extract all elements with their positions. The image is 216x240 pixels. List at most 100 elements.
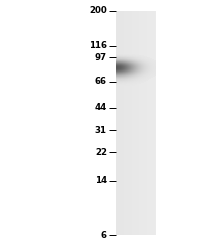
- Bar: [154, 64, 155, 65]
- Bar: [147, 60, 148, 61]
- Bar: [128, 55, 129, 56]
- Bar: [138, 81, 139, 82]
- Bar: [151, 59, 152, 60]
- Bar: [127, 85, 128, 86]
- Bar: [129, 85, 130, 86]
- Bar: [129, 57, 130, 58]
- Bar: [148, 73, 149, 74]
- Bar: [117, 69, 118, 70]
- Bar: [129, 11, 130, 235]
- Bar: [130, 58, 131, 59]
- Bar: [116, 75, 117, 76]
- Bar: [140, 77, 141, 78]
- Bar: [122, 70, 123, 71]
- Bar: [136, 76, 137, 77]
- Bar: [146, 75, 147, 76]
- Bar: [136, 73, 137, 74]
- Bar: [122, 54, 123, 55]
- Bar: [122, 78, 123, 79]
- Bar: [136, 64, 137, 65]
- Bar: [122, 79, 123, 80]
- Bar: [124, 76, 125, 77]
- Bar: [120, 76, 121, 77]
- Bar: [139, 63, 140, 64]
- Bar: [137, 81, 138, 82]
- Bar: [122, 60, 123, 61]
- Bar: [136, 58, 137, 59]
- Bar: [141, 71, 142, 72]
- Bar: [121, 82, 122, 83]
- Bar: [129, 83, 130, 84]
- Bar: [125, 65, 126, 66]
- Bar: [119, 70, 120, 71]
- Bar: [128, 79, 129, 80]
- Bar: [118, 68, 119, 69]
- Bar: [121, 74, 122, 75]
- Bar: [136, 54, 137, 55]
- Bar: [139, 79, 140, 80]
- Bar: [126, 85, 127, 86]
- Bar: [133, 65, 134, 66]
- Bar: [137, 63, 138, 64]
- Bar: [147, 71, 148, 72]
- Bar: [147, 72, 148, 73]
- Bar: [138, 73, 139, 74]
- Bar: [120, 60, 121, 61]
- Bar: [129, 73, 130, 74]
- Bar: [133, 54, 134, 55]
- Bar: [137, 59, 138, 60]
- Bar: [154, 74, 155, 75]
- Bar: [145, 61, 146, 62]
- Bar: [132, 79, 133, 80]
- Bar: [147, 74, 148, 75]
- Bar: [118, 77, 119, 78]
- Bar: [118, 60, 119, 61]
- Bar: [116, 68, 117, 69]
- Bar: [124, 78, 125, 79]
- Bar: [148, 59, 149, 60]
- Bar: [120, 58, 121, 59]
- Bar: [125, 77, 126, 78]
- Bar: [140, 62, 141, 63]
- Bar: [120, 56, 121, 57]
- Bar: [129, 55, 130, 56]
- Bar: [119, 75, 120, 76]
- Bar: [149, 74, 150, 75]
- Bar: [151, 72, 152, 73]
- Bar: [154, 66, 155, 67]
- Bar: [117, 54, 118, 55]
- Bar: [139, 68, 140, 69]
- Bar: [154, 62, 155, 63]
- Bar: [140, 75, 141, 76]
- Bar: [117, 70, 118, 71]
- Bar: [134, 84, 135, 85]
- Bar: [155, 71, 156, 72]
- Bar: [127, 63, 128, 64]
- Bar: [135, 75, 136, 76]
- Bar: [118, 71, 119, 72]
- Bar: [141, 79, 142, 80]
- Bar: [149, 60, 150, 61]
- Bar: [134, 81, 135, 82]
- Bar: [128, 66, 129, 67]
- Bar: [127, 56, 128, 57]
- Bar: [148, 66, 149, 67]
- Bar: [140, 55, 141, 56]
- Bar: [136, 79, 137, 80]
- Bar: [143, 71, 144, 72]
- Bar: [124, 63, 125, 64]
- Bar: [134, 59, 135, 60]
- Bar: [152, 75, 153, 76]
- Bar: [122, 77, 123, 78]
- Bar: [145, 60, 146, 61]
- Bar: [126, 82, 127, 83]
- Bar: [122, 72, 123, 73]
- Bar: [135, 70, 136, 71]
- Text: 44: 44: [95, 103, 107, 112]
- Bar: [141, 68, 142, 69]
- Bar: [116, 73, 117, 74]
- Bar: [141, 80, 142, 81]
- Bar: [123, 56, 124, 57]
- Bar: [121, 71, 122, 72]
- Bar: [146, 68, 147, 69]
